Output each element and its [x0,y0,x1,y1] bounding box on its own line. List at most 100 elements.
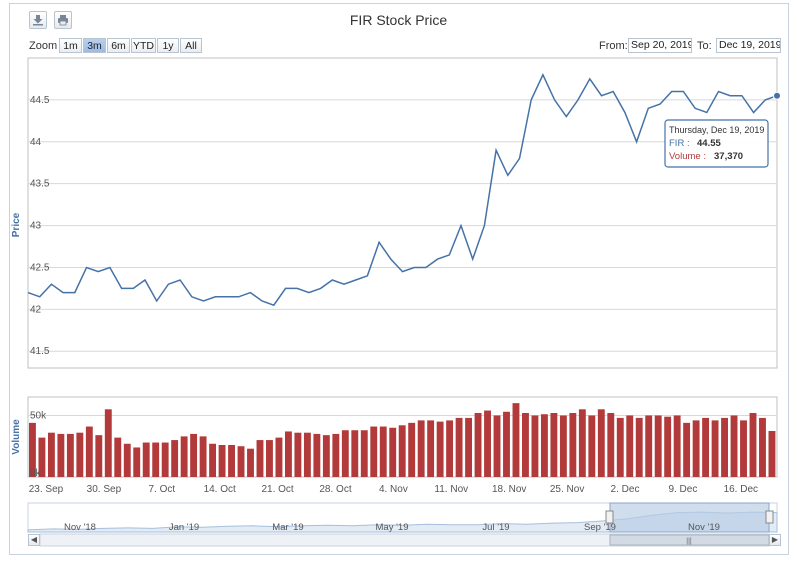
price-hover-marker [773,91,781,100]
volume-bar [759,417,766,477]
volume-bar [303,432,311,477]
volume-bar [218,445,226,477]
tooltip-series-label: FIR : [669,138,690,149]
volume-bar [76,432,84,477]
price-series [27,73,781,307]
range-button-1y[interactable]: 1y [157,38,179,53]
volume-bar [180,436,188,477]
scrollbar-grip: ||| [686,538,692,545]
volume-bar [484,410,491,477]
volume-bar [85,426,93,477]
from-date-input[interactable]: Sep 20, 2019 [628,38,692,53]
x-tick-label: 11. Nov [434,484,468,495]
volume-bar [512,403,520,477]
print-button[interactable] [54,11,72,29]
navigator-left-handle[interactable] [605,510,614,524]
volume-bar [626,415,634,477]
price-tick-label: 43.5 [30,179,50,190]
volume-bar [199,436,207,477]
volume-bar [228,445,235,477]
tooltip-volume-label: Volume : [669,151,706,162]
x-tick-label: 28. Oct [319,484,351,495]
volume-bar [190,433,198,477]
volume-bar [749,413,757,477]
scroll-right-button[interactable]: ▶ [769,534,781,546]
range-button-ytd[interactable]: YTD [131,38,156,53]
price-tick-label: 41.5 [30,346,50,357]
navigator-label: Nov '18 [64,522,96,533]
print-icon [58,15,68,26]
volume-bar [133,447,141,477]
volume-bar [370,426,378,477]
navigator-label: Sep '19 [584,522,616,533]
x-tick-label: 7. Oct [148,484,175,495]
navigator-right-handle[interactable] [765,510,774,524]
volume-bar [152,442,160,477]
volume-bar [588,415,596,477]
volume-bar [692,420,700,477]
volume-bar [209,443,217,477]
navigator-label: Jul '19 [482,522,509,533]
volume-bar [578,409,586,477]
volume-bar [740,420,747,477]
range-button-6m[interactable]: 6m [107,38,130,53]
range-button-all[interactable]: All [180,38,202,53]
volume-bar [389,427,397,477]
volume-bar [664,416,672,477]
navigator-label: Jan '19 [169,522,199,533]
volume-bar [607,413,615,477]
range-button-3m[interactable]: 3m [83,38,106,53]
download-button[interactable] [29,11,47,29]
x-tick-label: 18. Nov [492,484,526,495]
range-button-1m[interactable]: 1m [59,38,82,53]
price-line [27,73,778,307]
volume-bar [256,440,264,477]
volume-bar [597,409,605,477]
volume-bar [341,430,349,477]
volume-bar [408,422,416,477]
volume-bar [142,442,150,477]
x-tick-label: 30. Sep [87,484,122,495]
volume-bar [266,440,273,477]
volume-bar [322,435,330,477]
navigator[interactable]: Nov '18 Jan '19 Mar '19 May '19 Jul '19 Sep '… [27,502,778,547]
zoom-label: Zoom [29,40,58,52]
volume-bar [540,414,548,477]
volume-bar [104,409,112,477]
x-tick-label: 25. Nov [550,484,584,495]
volume-bar [702,417,710,477]
volume-bar [711,420,719,477]
x-tick-label: 14. Oct [204,484,236,495]
tooltip-date: Thursday, Dec 19, 2019 [669,125,764,135]
volume-bar [351,430,359,477]
axes: 41.5 42 42.5 43 43.5 44 44.5 Price 0k 50k Volume 23… [11,95,758,495]
volume-bar [768,431,776,477]
x-tick-label: 16. Dec [724,484,758,495]
volume-bar [379,426,387,477]
grid [27,57,778,478]
volume-bar [446,420,454,477]
volume-bar [493,415,501,477]
volume-bar [47,432,55,477]
x-tick-label: 4. Nov [379,484,408,495]
price-tick-label: 44 [30,137,42,148]
x-tick-label: 21. Oct [261,484,293,495]
volume-bar [57,433,65,477]
volume-bar [531,415,539,477]
x-tick-label: 9. Dec [668,484,697,495]
download-icon [33,15,43,26]
volume-bar [474,413,482,477]
volume-bar [29,422,36,477]
volume-bar [247,448,254,477]
volume-bar [66,433,74,477]
navigator-label: May '19 [376,522,409,533]
to-date-input[interactable]: Dec 19, 2019 [716,38,781,53]
scroll-left-button[interactable]: ◀ [28,534,40,546]
volume-bar [436,421,444,477]
volume-tick-label: 50k [30,410,47,421]
volume-bar [275,437,283,477]
from-label: From: [599,40,628,52]
price-axis-title: Price [11,212,22,237]
volume-bar [522,413,529,477]
